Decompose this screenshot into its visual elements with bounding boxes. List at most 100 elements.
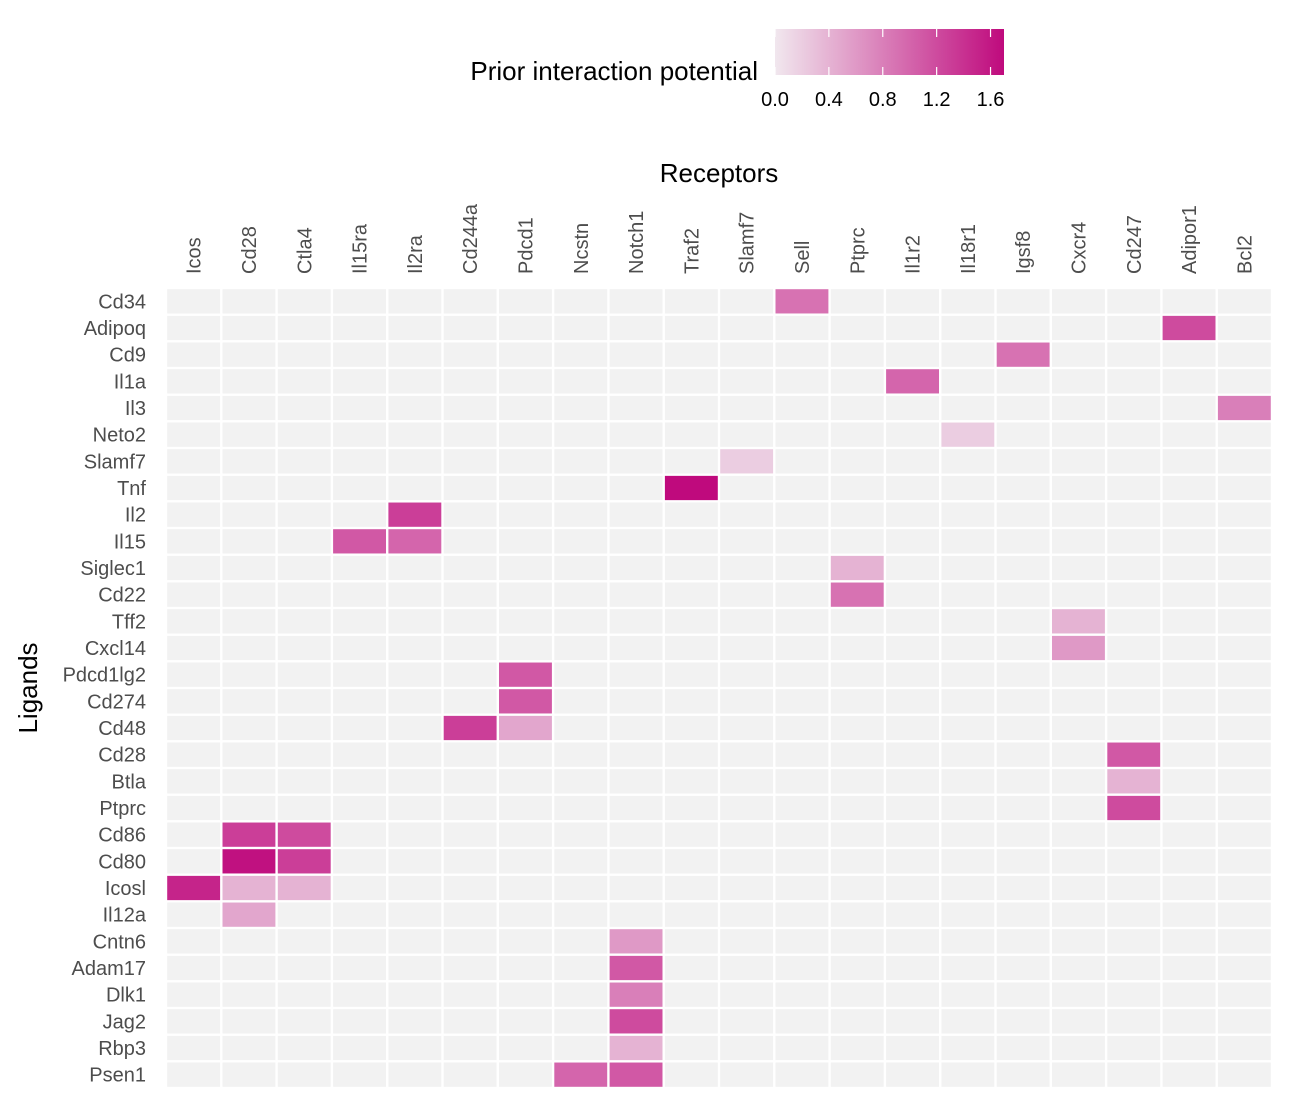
heatmap-cell (1052, 1009, 1105, 1034)
heatmap-cell (830, 395, 884, 421)
heatmap-cell-filled (499, 715, 552, 741)
heatmap-cell (886, 902, 939, 927)
heatmap-cell (996, 369, 1050, 394)
heatmap-cell (830, 955, 884, 981)
heatmap-cell (388, 689, 442, 714)
heatmap-cell (830, 502, 884, 527)
heatmap-cell (1217, 982, 1271, 1007)
heatmap-cell (167, 742, 221, 767)
heatmap-cell-filled (1107, 742, 1161, 767)
heatmap-cell (443, 395, 497, 421)
heatmap-cell (996, 795, 1050, 821)
heatmap-cell (388, 982, 442, 1007)
heatmap-cell (443, 635, 497, 661)
receptor-label: Cd28 (239, 226, 261, 274)
ligand-label: Cd28 (98, 745, 146, 767)
heatmap-cell (664, 715, 718, 741)
heatmap-cell (720, 982, 774, 1007)
heatmap-cell-filled (554, 1062, 608, 1087)
heatmap-cell (664, 422, 718, 447)
heatmap-cell (609, 422, 663, 447)
heatmap-cell (277, 475, 331, 501)
heatmap-cell (499, 635, 552, 661)
heatmap-cell-filled (222, 875, 276, 901)
heatmap-cell-filled (499, 689, 552, 714)
heatmap-cell (499, 529, 552, 554)
heatmap-cell (277, 769, 331, 794)
heatmap-cell (277, 1009, 331, 1034)
heatmap-cell (775, 982, 829, 1007)
heatmap-cell (664, 742, 718, 767)
heatmap-cell (775, 875, 829, 901)
heatmap-cell (1162, 1062, 1216, 1087)
heatmap-cell (830, 475, 884, 501)
heatmap-cell-filled (1052, 609, 1105, 634)
heatmap-cell (443, 689, 497, 714)
heatmap-cell (996, 449, 1050, 474)
heatmap-cell (554, 902, 608, 927)
heatmap-cell (1052, 929, 1105, 954)
ligand-label: Il1a (114, 371, 147, 393)
heatmap-cell (775, 1035, 829, 1061)
heatmap-cell (443, 475, 497, 501)
receptor-label: Sell (792, 241, 814, 274)
heatmap-cell (664, 902, 718, 927)
heatmap-cell (941, 529, 995, 554)
heatmap-cell (167, 529, 221, 554)
heatmap-cell (941, 369, 995, 394)
heatmap-cell (443, 502, 497, 527)
heatmap-cell (277, 609, 331, 634)
heatmap-cell (1162, 902, 1216, 927)
heatmap-cell (664, 369, 718, 394)
heatmap-cell (333, 769, 386, 794)
heatmap-cell (664, 875, 718, 901)
heatmap-cell (333, 1009, 386, 1034)
heatmap-cell (167, 1035, 221, 1061)
heatmap-cell (388, 769, 442, 794)
heatmap-cell (996, 475, 1050, 501)
heatmap-cell (1052, 582, 1105, 607)
heatmap-cell (499, 395, 552, 421)
heatmap-cell-filled (499, 662, 552, 687)
heatmap-cell (1052, 1035, 1105, 1061)
heatmap-cell (1107, 982, 1161, 1007)
heatmap-cell (1162, 982, 1216, 1007)
heatmap-cell (664, 795, 718, 821)
receptor-label: Il1r2 (903, 235, 925, 274)
heatmap-cell (333, 315, 386, 341)
heatmap-cell (333, 635, 386, 661)
heatmap-cell (554, 635, 608, 661)
heatmap-cell (1107, 502, 1161, 527)
heatmap-cell (720, 475, 774, 501)
heatmap-cell (886, 769, 939, 794)
heatmap-cell (941, 902, 995, 927)
heatmap-cell (388, 849, 442, 874)
heatmap-cell (830, 1035, 884, 1061)
heatmap-cell-filled (222, 822, 276, 847)
heatmap-cell (1217, 342, 1271, 367)
heatmap-cell (1217, 422, 1271, 447)
heatmap-cell (664, 1062, 718, 1087)
ligand-label: Cd22 (98, 585, 146, 607)
heatmap-cell (443, 1009, 497, 1034)
ligand-label: Cxcl14 (85, 638, 146, 660)
heatmap-cell (388, 715, 442, 741)
heatmap-cell (996, 689, 1050, 714)
heatmap-cell (941, 822, 995, 847)
heatmap-cell-filled (1052, 635, 1105, 661)
heatmap-cell (499, 369, 552, 394)
legend-colorbar (775, 29, 1004, 75)
heatmap-cell (554, 742, 608, 767)
heatmap-cell (333, 1062, 386, 1087)
heatmap-cell (388, 1062, 442, 1087)
heatmap-cell (222, 502, 276, 527)
heatmap-cell (609, 849, 663, 874)
heatmap-cell (277, 929, 331, 954)
heatmap-cell (941, 982, 995, 1007)
receptor-label: Cd247 (1124, 215, 1146, 274)
heatmap-cell (167, 582, 221, 607)
heatmap-cell (720, 582, 774, 607)
heatmap-cell (499, 795, 552, 821)
heatmap-cell (1217, 449, 1271, 474)
legend-tick-label: 0.0 (761, 89, 789, 111)
